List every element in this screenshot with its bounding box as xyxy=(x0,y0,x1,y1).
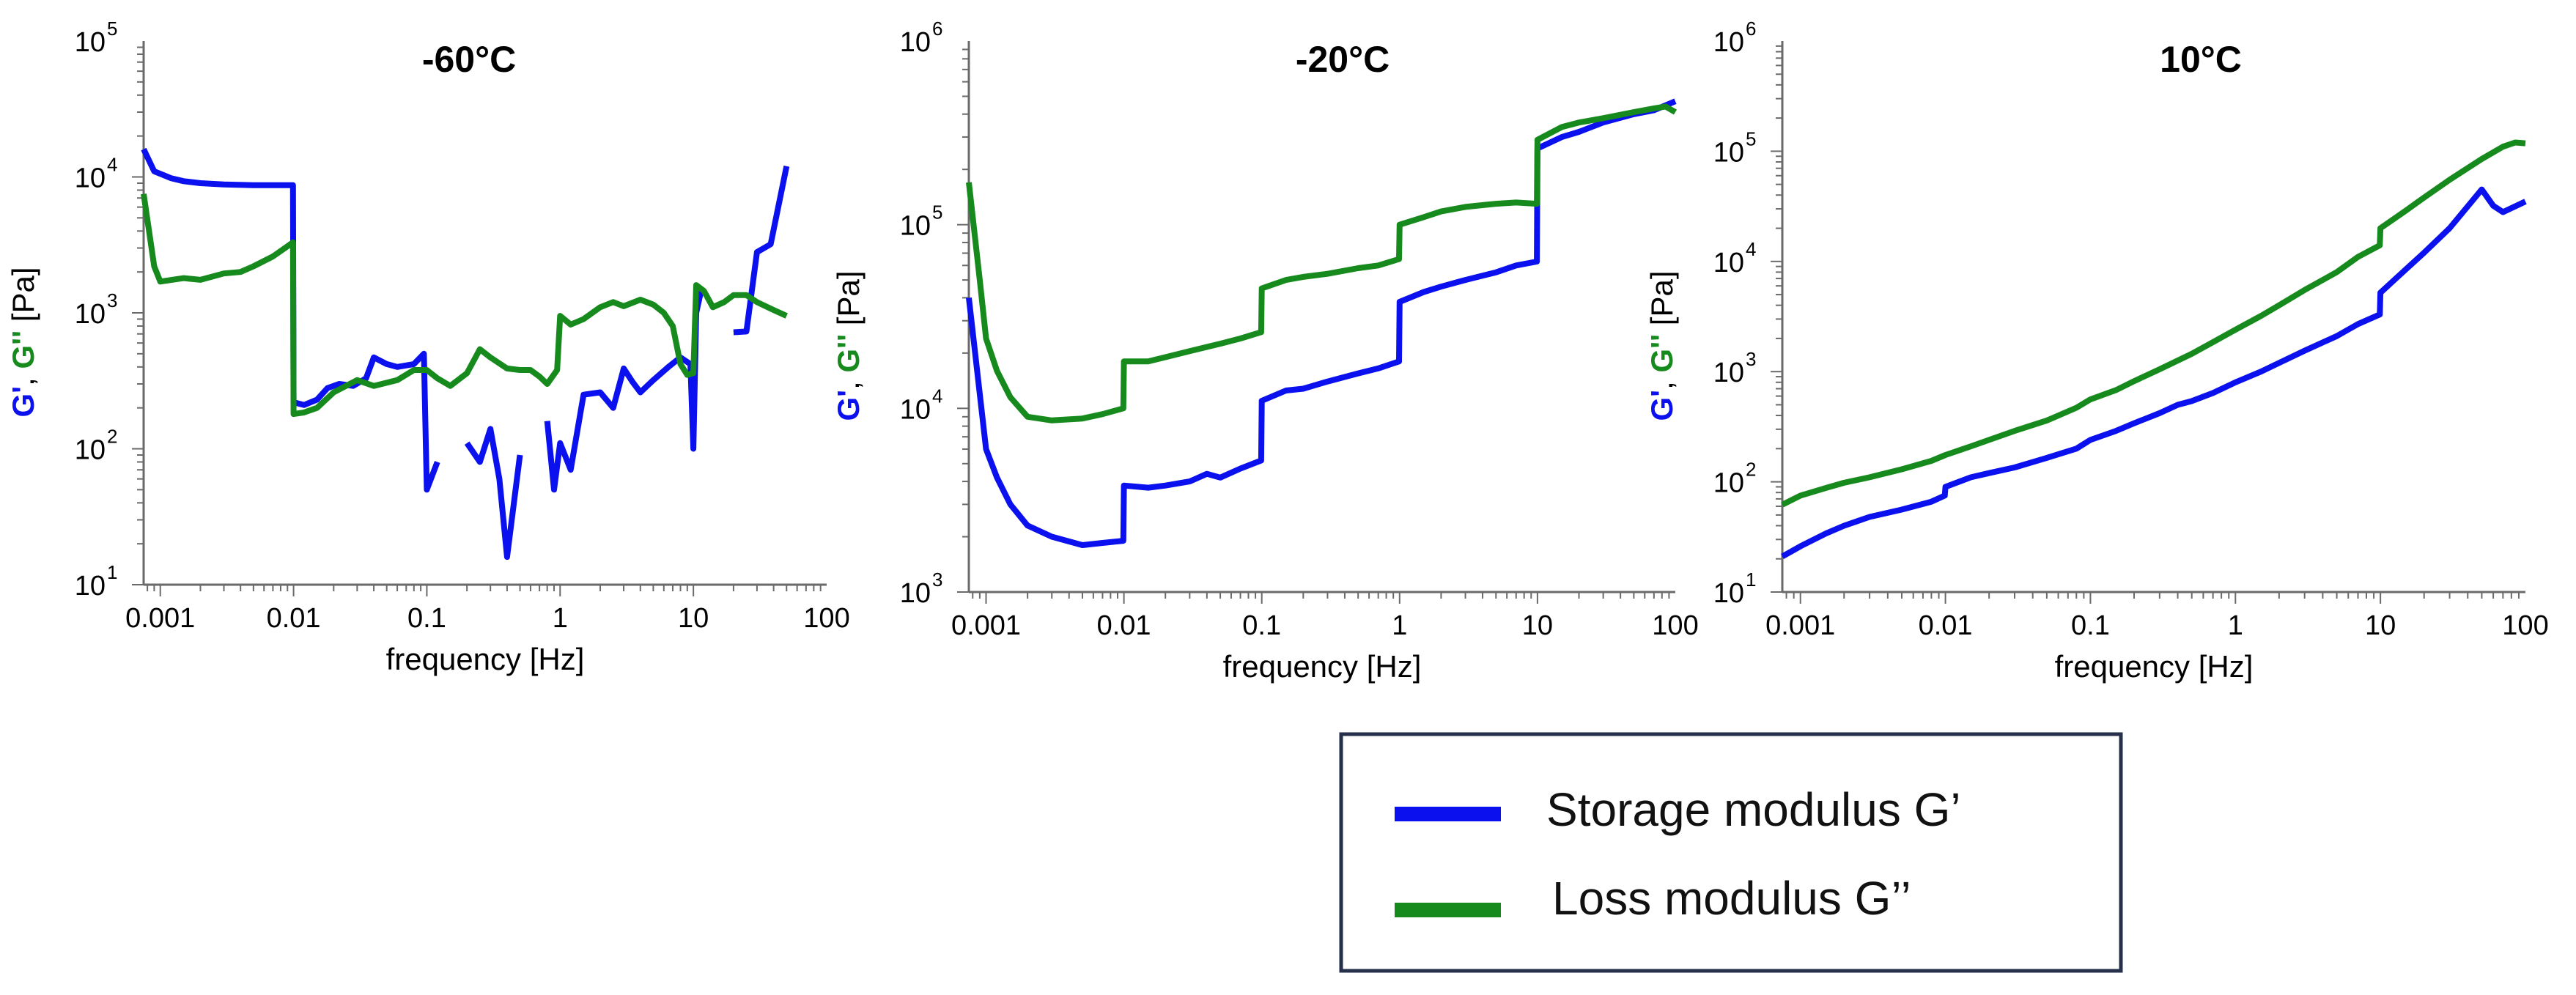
x-minor-ticks xyxy=(147,585,822,596)
y-axis-label: G', G'' [Pa] xyxy=(6,267,40,417)
x-tick-label: 10 xyxy=(2365,610,2396,641)
y-minor-ticks xyxy=(957,48,969,593)
x-tick-label: 0.001 xyxy=(951,610,1021,641)
y-tick-exponent: 2 xyxy=(107,426,117,448)
legend-label-loss: Loss modulus G’’ xyxy=(1552,872,1911,925)
y-tick-exponent: 3 xyxy=(1746,348,1756,370)
x-tick-label: 0.01 xyxy=(1919,610,1973,641)
y-minor-ticks xyxy=(132,46,144,585)
x-minor-ticks xyxy=(1785,592,2520,604)
y-tick-exponent: 4 xyxy=(932,385,942,407)
x-tick-label: 0.1 xyxy=(1242,610,1281,641)
y-tick-exponent: 5 xyxy=(1746,127,1756,149)
y-tick-exponent: 3 xyxy=(932,569,942,591)
x-tick-label: 0.1 xyxy=(407,603,446,634)
y-tick-label: 10 xyxy=(1713,27,1744,58)
x-tick-label: 1 xyxy=(1392,610,1407,641)
y-tick-label: 10 xyxy=(900,578,931,609)
loss-modulus-line xyxy=(1781,139,2526,508)
y-tick-label: 10 xyxy=(75,571,106,602)
y-tick-label: 10 xyxy=(75,435,106,466)
y-axis-label-g1: G' xyxy=(1645,390,1679,421)
y-tick-exponent: 3 xyxy=(107,289,117,311)
y-axis-label: G', G'' [Pa] xyxy=(1645,270,1679,421)
storage-modulus-line xyxy=(141,147,440,493)
y-minor-ticks xyxy=(1771,45,1782,593)
y-axis-label-sep: , xyxy=(831,373,866,390)
y-axis-label-unit: [Pa] xyxy=(831,270,866,333)
y-tick-label: 10 xyxy=(900,27,931,58)
x-tick-label: 0.001 xyxy=(125,603,195,634)
x-tick-label: 0.01 xyxy=(267,603,321,634)
y-tick-label: 10 xyxy=(1713,578,1744,609)
y-axis-label-unit: [Pa] xyxy=(1645,270,1679,333)
series-storage xyxy=(966,98,1677,548)
y-tick-label: 10 xyxy=(1713,248,1744,278)
y-axis-label-g2: G'' xyxy=(831,334,866,373)
y-axis-label-sep: , xyxy=(6,369,40,386)
y-tick-label: 10 xyxy=(1713,137,1744,168)
series-loss xyxy=(141,193,788,418)
y-axis-label-unit: [Pa] xyxy=(6,267,40,330)
y-tick-exponent: 6 xyxy=(1746,18,1756,40)
x-axis-label: frequency [Hz] xyxy=(2055,649,2254,684)
y-tick-label: 10 xyxy=(1713,358,1744,388)
storage-modulus-line xyxy=(1781,186,2527,559)
loss-modulus-line xyxy=(141,193,788,418)
series-storage xyxy=(141,147,790,561)
y-axis-label-g1: G' xyxy=(831,390,866,421)
y-tick-label: 10 xyxy=(75,27,106,58)
y-tick-exponent: 4 xyxy=(1746,238,1756,260)
x-tick-label: 1 xyxy=(2228,610,2243,641)
x-tick-label: 100 xyxy=(2502,610,2548,641)
x-axis-label: frequency [Hz] xyxy=(1223,649,1422,684)
x-minor-ticks xyxy=(972,592,1670,604)
x-tick-label: 0.01 xyxy=(1097,610,1151,641)
y-axis-label-sep: , xyxy=(1645,373,1679,390)
loss-modulus-line xyxy=(966,103,1678,423)
x-tick-label: 10 xyxy=(678,603,709,634)
y-axis-label: G', G'' [Pa] xyxy=(831,270,866,421)
y-tick-exponent: 5 xyxy=(932,201,942,223)
series-loss xyxy=(966,103,1678,423)
y-tick-label: 10 xyxy=(900,394,931,425)
x-tick-label: 0.1 xyxy=(2071,610,2110,641)
y-tick-exponent: 4 xyxy=(107,154,117,176)
y-tick-label: 10 xyxy=(75,163,106,194)
y-tick-label: 10 xyxy=(1713,468,1744,499)
y-tick-exponent: 2 xyxy=(1746,459,1756,481)
y-axis-label-g1: G' xyxy=(6,386,40,418)
storage-modulus-line xyxy=(966,98,1677,548)
y-tick-label: 10 xyxy=(75,299,106,330)
x-tick-label: 100 xyxy=(803,603,849,634)
legend-label-storage: Storage modulus G’ xyxy=(1546,783,1961,836)
x-tick-label: 0.001 xyxy=(1765,610,1835,641)
y-tick-exponent: 5 xyxy=(107,18,117,40)
chart-title: -60°C xyxy=(422,39,516,80)
x-tick-label: 10 xyxy=(1522,610,1553,641)
legend-box xyxy=(1339,732,2123,973)
storage-modulus-line xyxy=(544,288,705,493)
series-storage xyxy=(1781,186,2527,559)
x-tick-label: 1 xyxy=(553,603,568,634)
chart-title: -20°C xyxy=(1296,39,1390,80)
x-axis-label: frequency [Hz] xyxy=(386,642,585,676)
x-tick-label: 100 xyxy=(1652,610,1698,641)
y-axis-label-g2: G'' xyxy=(6,330,40,369)
legend: Storage modulus G’ Loss modulus G’’ xyxy=(1339,732,2123,973)
y-tick-exponent: 1 xyxy=(107,561,117,583)
series-loss xyxy=(1781,139,2526,508)
y-tick-label: 10 xyxy=(900,211,931,242)
storage-modulus-line xyxy=(733,166,790,336)
y-tick-exponent: 1 xyxy=(1746,569,1756,591)
y-axis-label-g2: G'' xyxy=(1645,334,1679,373)
storage-modulus-line xyxy=(464,426,523,561)
y-tick-exponent: 6 xyxy=(932,18,942,40)
chart-title: 10°C xyxy=(2160,39,2242,80)
